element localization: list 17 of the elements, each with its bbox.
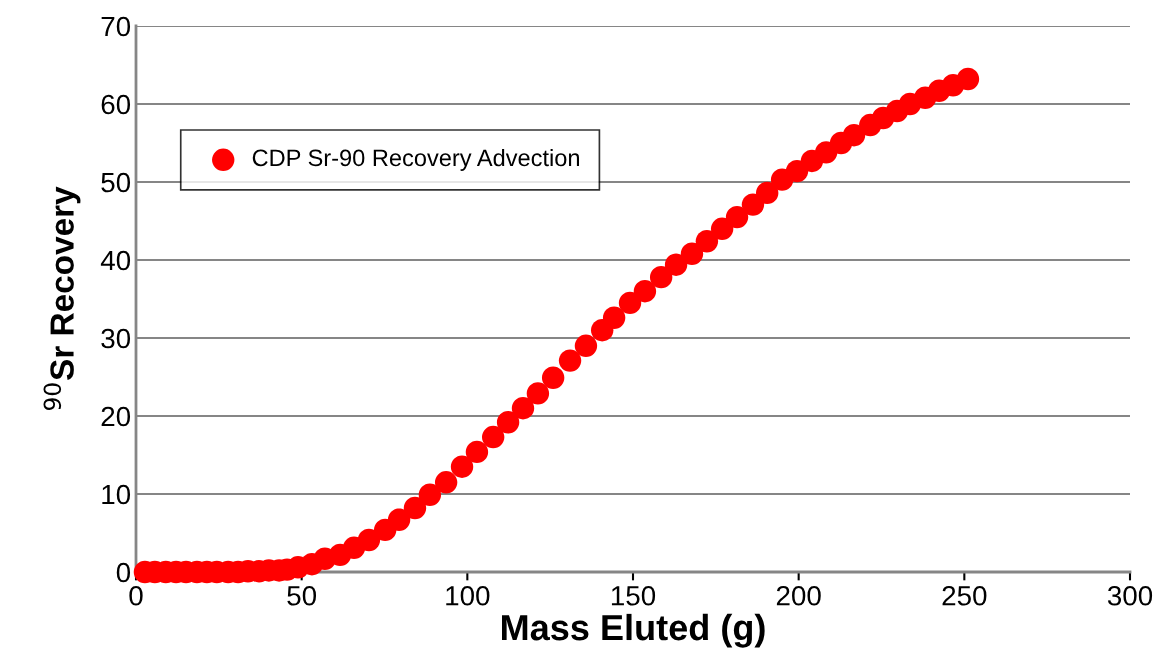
legend-label: CDP Sr-90 Recovery Advection	[252, 148, 579, 171]
x-tick-label: 50	[287, 585, 317, 606]
x-tick-label: 200	[776, 585, 821, 606]
y-tick-label: 70	[101, 16, 131, 37]
y-axis-title: $^{90}$Sr Recovery	[43, 186, 81, 411]
x-tick-label: 150	[611, 585, 656, 606]
y-tick-label: 60	[101, 94, 131, 115]
y-tick-label: 40	[100, 250, 131, 271]
y-tick-label: 30	[101, 328, 131, 349]
x-tick-label: 100	[446, 585, 490, 606]
y-tick-label: 10	[102, 484, 131, 505]
y-tick-label: 50	[101, 172, 131, 193]
x-axis-title: Mass Eluted (g)	[502, 613, 765, 648]
x-tick-label: 300	[1107, 585, 1153, 606]
x-tick-label: 250	[942, 585, 987, 606]
y-tick-label: 0	[116, 562, 131, 583]
y-tick-label: 20	[101, 406, 131, 427]
